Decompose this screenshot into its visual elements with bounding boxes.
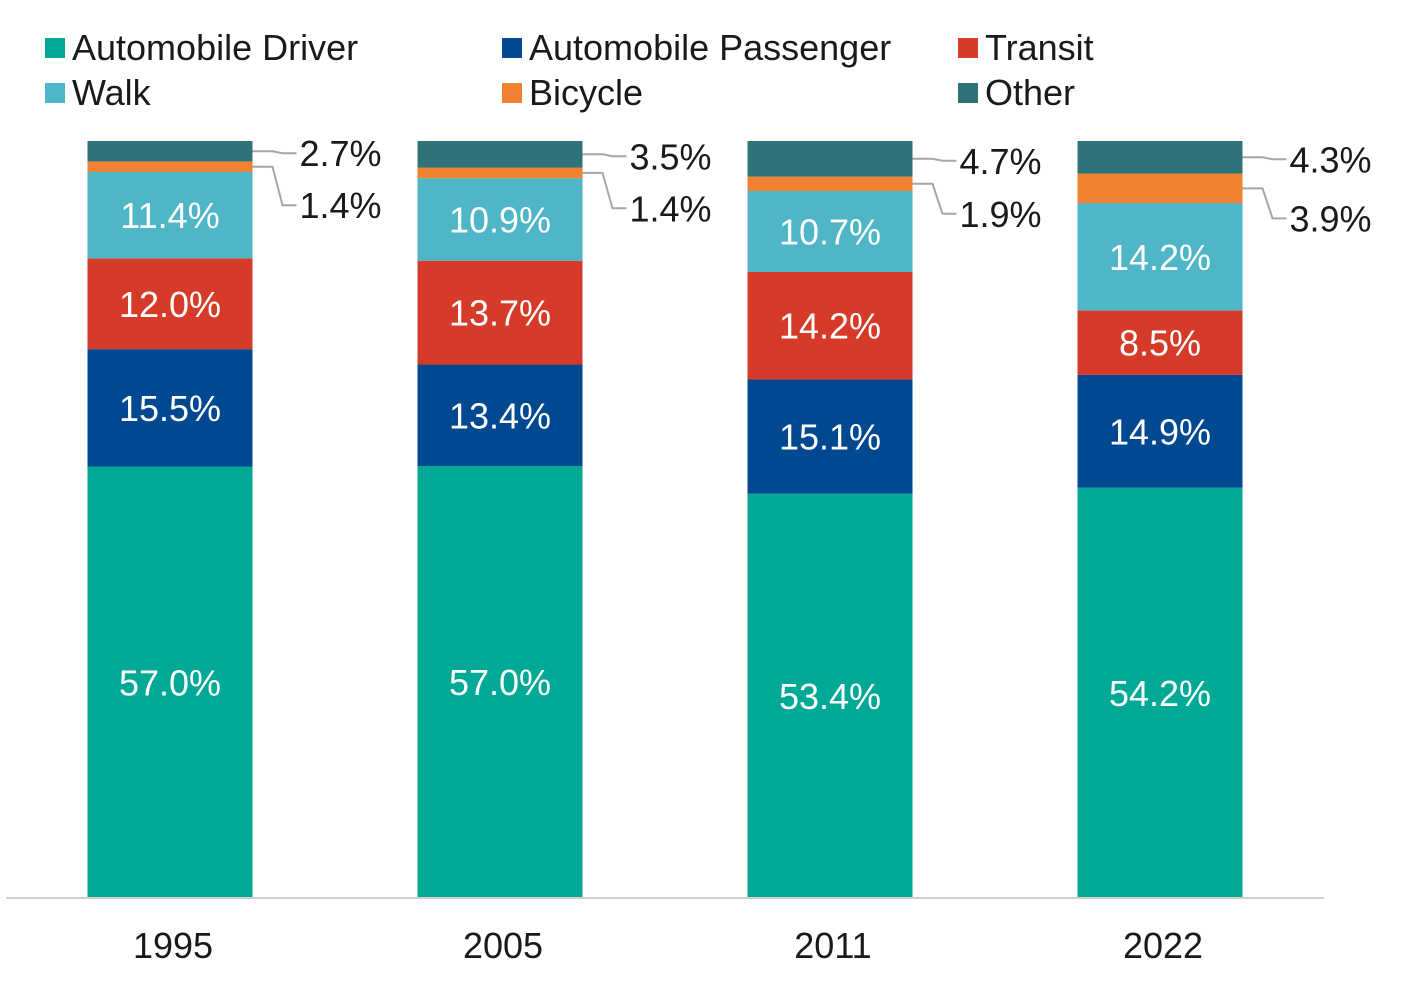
data-label-bicycle-2011: 1.9% [960, 194, 1042, 235]
bar-segment-bicycle-2022 [1077, 173, 1243, 204]
data-label-transit-2022: 8.5% [1119, 323, 1201, 364]
callouts: 2.7% 1.4% 3.5% 1.4% 4.7% 1.9% 4.3% 3.9% [252, 133, 1372, 239]
data-label-transit-1995: 12.0% [119, 284, 221, 325]
legend-label: Other [985, 72, 1075, 113]
bar-segment-walk-1995 [87, 172, 253, 259]
legend-swatch [45, 83, 65, 103]
bar-segment-other-2022 [1077, 141, 1243, 174]
bar-segment-automobile-driver-2005 [417, 466, 583, 898]
bar-2022: 54.2% 14.9% 8.5% 14.2% [1077, 141, 1243, 898]
legend-swatch [502, 83, 522, 103]
legend-item-bicycle: Bicycle [502, 72, 643, 113]
x-tick-label-1995: 1995 [133, 925, 213, 966]
data-label-automobile-driver-1995: 57.0% [119, 662, 221, 703]
data-label-automobile-passenger-2005: 13.4% [449, 395, 551, 436]
data-label-other-2005: 3.5% [630, 136, 712, 177]
leader-line-bicycle-1995 [252, 165, 297, 207]
legend-swatch [958, 38, 978, 58]
leader-line-other-2011 [912, 157, 957, 162]
bar-segment-other-2005 [417, 141, 583, 168]
data-label-automobile-driver-2005: 57.0% [449, 662, 551, 703]
bar-segment-transit-1995 [87, 258, 253, 350]
leader-line-other-2022 [1242, 156, 1287, 161]
data-label-bicycle-2022: 3.9% [1290, 198, 1372, 239]
bar-segment-other-2011 [747, 141, 913, 177]
leader-line-other-2005 [582, 153, 627, 158]
legend-swatch [45, 38, 65, 58]
legend-item-transit: Transit [958, 27, 1094, 68]
leader-line-bicycle-2011 [912, 182, 957, 215]
bar-segment-bicycle-1995 [87, 161, 253, 173]
bar-segment-other-1995 [87, 141, 253, 162]
leader-line-bicycle-2005 [582, 171, 627, 210]
bar-1995: 57.0% 15.5% 12.0% 11.4% [87, 141, 253, 898]
data-label-walk-2011: 10.7% [779, 211, 881, 252]
legend-item-other: Other [958, 72, 1075, 113]
data-label-other-2011: 4.7% [960, 141, 1042, 182]
legend-item-automobile-passenger: Automobile Passenger [502, 27, 891, 68]
leader-line-other-1995 [252, 150, 297, 155]
legend-label: Transit [985, 27, 1094, 68]
data-label-transit-2011: 14.2% [779, 306, 881, 347]
bar-segment-transit-2011 [747, 271, 913, 380]
legend-label: Automobile Driver [72, 27, 358, 68]
bar-2005: 57.0% 13.4% 13.7% 10.9% [417, 141, 583, 898]
bar-segment-automobile-passenger-1995 [87, 349, 253, 467]
bar-segment-automobile-driver-1995 [87, 466, 253, 898]
bar-segment-automobile-passenger-2011 [747, 379, 913, 494]
bar-segment-transit-2005 [417, 260, 583, 365]
data-label-other-2022: 4.3% [1290, 139, 1372, 180]
bar-segment-walk-2011 [747, 190, 913, 272]
bar-segment-automobile-driver-2022 [1077, 487, 1243, 898]
x-axis-ticks: 1995 2005 2011 2022 [133, 925, 1203, 966]
x-tick-label-2011: 2011 [794, 925, 871, 966]
legend-swatch [958, 83, 978, 103]
bar-segment-walk-2005 [417, 178, 583, 261]
bar-segment-walk-2022 [1077, 203, 1243, 311]
data-label-automobile-passenger-1995: 15.5% [119, 388, 221, 429]
bars: 57.0% 15.5% 12.0% 11.4% 57.0% 13.4% 13.7% 10.9%… [87, 141, 1243, 898]
bar-segment-automobile-driver-2011 [747, 493, 913, 898]
bar-segment-automobile-passenger-2022 [1077, 374, 1243, 488]
data-label-automobile-driver-2022: 54.2% [1109, 673, 1211, 714]
bar-segment-transit-2022 [1077, 310, 1243, 375]
legend-item-walk: Walk [45, 72, 152, 113]
legend-label: Automobile Passenger [529, 27, 891, 68]
data-label-automobile-passenger-2022: 14.9% [1109, 411, 1211, 452]
data-label-bicycle-1995: 1.4% [300, 185, 382, 226]
data-label-bicycle-2005: 1.4% [630, 188, 712, 229]
bar-segment-bicycle-2011 [747, 176, 913, 191]
data-label-transit-2005: 13.7% [449, 293, 551, 334]
bar-segment-automobile-passenger-2005 [417, 364, 583, 467]
data-label-walk-2022: 14.2% [1109, 237, 1211, 278]
data-label-automobile-passenger-2011: 15.1% [779, 417, 881, 458]
legend: Automobile Driver Automobile Passenger Tra… [45, 27, 1094, 113]
x-tick-label-2022: 2022 [1123, 925, 1203, 966]
data-label-walk-2005: 10.9% [449, 199, 551, 240]
data-label-automobile-driver-2011: 53.4% [779, 676, 881, 717]
legend-item-automobile-driver: Automobile Driver [45, 27, 358, 68]
legend-swatch [502, 38, 522, 58]
data-label-walk-1995: 11.4% [120, 195, 219, 236]
data-label-other-1995: 2.7% [300, 133, 382, 174]
legend-label: Walk [72, 72, 152, 113]
legend-label: Bicycle [529, 72, 643, 113]
leader-line-bicycle-2022 [1242, 187, 1287, 220]
bar-segment-bicycle-2005 [417, 167, 583, 179]
bar-2011: 53.4% 15.1% 14.2% 10.7% [747, 141, 913, 898]
x-tick-label-2005: 2005 [463, 925, 543, 966]
